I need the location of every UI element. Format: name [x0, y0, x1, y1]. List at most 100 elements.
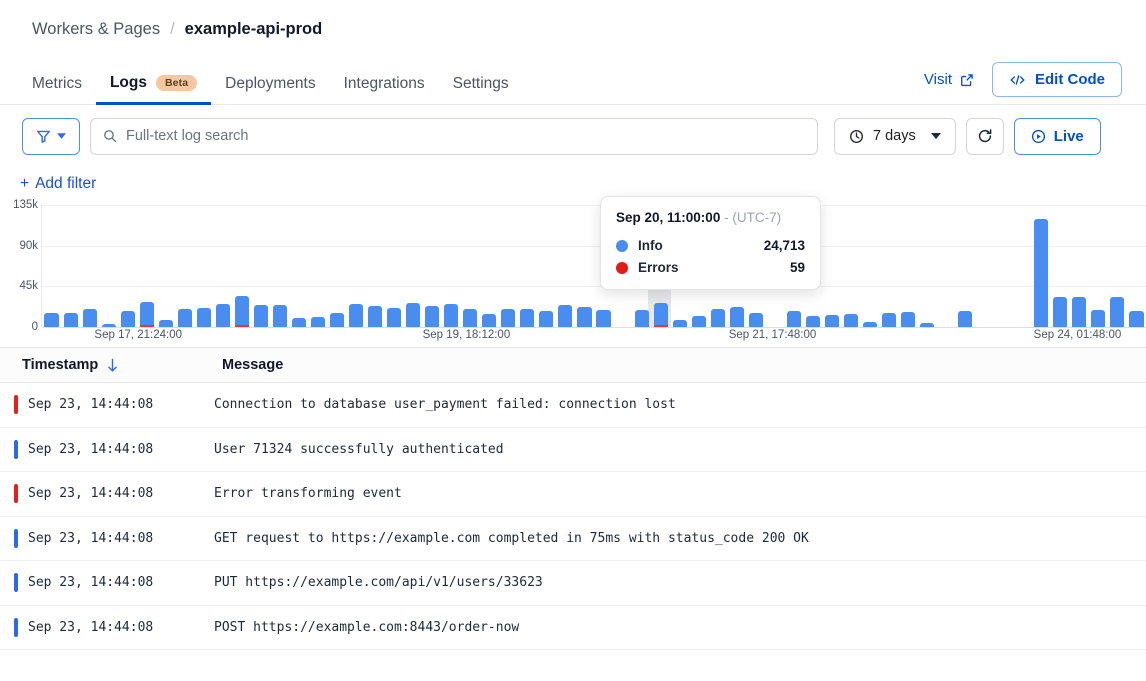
chart-bar[interactable] [406, 302, 421, 327]
chart-bar[interactable] [729, 307, 744, 327]
chart-bar[interactable] [196, 308, 211, 327]
chart-bar[interactable] [1034, 218, 1049, 327]
chart-bar[interactable] [272, 305, 287, 327]
chart-bar[interactable] [101, 324, 116, 327]
column-header-timestamp[interactable]: Timestamp [22, 357, 222, 373]
visit-link[interactable]: Visit [924, 71, 974, 88]
chart-bar[interactable] [1110, 297, 1125, 327]
edit-code-button[interactable]: Edit Code [992, 62, 1122, 97]
chart-bar[interactable] [139, 302, 154, 327]
chart-bar[interactable] [63, 312, 78, 327]
chart-bar-info [710, 308, 725, 327]
chart-bar[interactable] [368, 306, 383, 327]
chart-bar[interactable] [653, 302, 668, 327]
tab-metrics[interactable]: Metrics [32, 75, 96, 105]
chevron-down-icon [57, 133, 66, 139]
tab-integrations[interactable]: Integrations [330, 75, 439, 105]
chart-bar[interactable] [520, 308, 535, 327]
chart-bar[interactable] [920, 323, 935, 327]
chart-bar-info [272, 305, 287, 327]
chart-bar[interactable] [881, 313, 897, 327]
chart-bar[interactable] [558, 305, 573, 327]
chart-bar[interactable] [577, 307, 592, 327]
chart-bar[interactable] [463, 308, 478, 327]
tab-settings[interactable]: Settings [439, 75, 523, 105]
chart-bar[interactable] [329, 312, 345, 327]
chart-bar[interactable] [691, 316, 706, 327]
chart-bar[interactable] [672, 319, 687, 327]
chart-bar[interactable] [215, 304, 230, 327]
chart-bar-info [291, 317, 306, 327]
chart-bar-info [1034, 218, 1049, 327]
chart-bar-info [82, 308, 97, 327]
table-row[interactable]: Sep 23, 14:44:08 User 71324 successfully … [0, 428, 1146, 472]
chart-bar[interactable] [120, 310, 135, 327]
chart-bar[interactable] [177, 308, 192, 327]
chart-bars[interactable] [42, 205, 1146, 327]
chart-x-axis: Sep 17, 21:24:00 Sep 19, 18:12:00 Sep 21, … [41, 329, 1146, 347]
time-range-selector[interactable]: 7 days [834, 117, 956, 155]
search-box[interactable] [90, 117, 818, 155]
table-row[interactable]: Sep 23, 14:44:08 Error transforming event [0, 472, 1146, 517]
chart-bar[interactable] [1091, 309, 1106, 327]
chart-bar[interactable] [710, 308, 725, 327]
chart-bar[interactable] [44, 312, 59, 327]
cell-timestamp: Sep 23, 14:44:08 [28, 575, 154, 591]
chart-bar[interactable] [843, 314, 858, 327]
chart-bar[interactable] [539, 310, 554, 327]
log-volume-chart: 135k 90k 45k 0 Sep 17, 21:24:00 Sep 19, 18:1… [0, 199, 1146, 347]
chart-bar[interactable] [253, 305, 268, 327]
chart-bar-info [634, 309, 649, 327]
chart-bar[interactable] [349, 303, 364, 327]
chart-bar[interactable] [596, 309, 611, 327]
chart-bar[interactable] [425, 306, 440, 327]
chart-bar-info [729, 307, 744, 327]
info-dot-icon [616, 239, 628, 252]
chart-bar[interactable] [824, 315, 839, 327]
chart-bar-info [1110, 297, 1125, 327]
add-filter-button[interactable]: + Add filter [20, 175, 96, 193]
table-row[interactable]: Sep 23, 14:44:08 GET request to https://e… [0, 517, 1146, 561]
chart-bar[interactable] [958, 310, 973, 327]
chart-bar[interactable] [387, 308, 402, 327]
chart-bar[interactable] [634, 309, 649, 327]
time-range-label: 7 days [873, 128, 916, 144]
chart-bar-info [958, 310, 973, 327]
chart-bar[interactable] [748, 312, 763, 327]
chart-bar[interactable] [234, 296, 249, 327]
breadcrumb-parent-link[interactable]: Workers & Pages [32, 19, 161, 38]
table-row[interactable]: Sep 23, 14:44:08 PUT https://example.com/… [0, 561, 1146, 606]
tab-deployments[interactable]: Deployments [211, 75, 329, 105]
chart-bar-info [253, 305, 268, 327]
chart-bar[interactable] [444, 304, 459, 327]
chart-bar[interactable] [310, 317, 326, 327]
tab-logs[interactable]: Logs Beta [95, 74, 212, 105]
beta-badge: Beta [155, 74, 198, 91]
chart-bar[interactable] [1072, 297, 1087, 327]
table-row[interactable]: Sep 23, 14:44:08 Connection to database u… [0, 383, 1146, 428]
chart-bar[interactable] [501, 308, 516, 327]
chart-bar[interactable] [82, 308, 97, 327]
refresh-button[interactable] [965, 117, 1004, 155]
chart-bar-info [310, 317, 326, 327]
chart-bar[interactable] [805, 316, 820, 327]
chart-bar[interactable] [901, 311, 916, 327]
table-row[interactable]: Sep 23, 14:44:08 POST https://example.com… [0, 606, 1146, 650]
breadcrumb-current: example-api-prod [184, 19, 323, 38]
chart-bar[interactable] [862, 321, 878, 327]
chart-bar-info [349, 303, 364, 327]
chart-bar[interactable] [1129, 310, 1144, 327]
search-input[interactable] [126, 128, 805, 144]
chart-bar-errors [234, 325, 249, 327]
chart-bar[interactable] [482, 314, 497, 327]
filter-button[interactable] [22, 117, 80, 155]
chart-bar-info [691, 316, 706, 327]
chart-bar[interactable] [291, 317, 306, 327]
x-tick-label: Sep 17, 21:24:00 [94, 329, 183, 341]
live-label: Live [1053, 127, 1084, 145]
cell-timestamp: Sep 23, 14:44:08 [28, 397, 154, 413]
live-button[interactable]: Live [1013, 117, 1101, 155]
chart-bar[interactable] [786, 310, 801, 327]
chart-bar[interactable] [158, 319, 173, 327]
chart-bar[interactable] [1053, 297, 1068, 327]
